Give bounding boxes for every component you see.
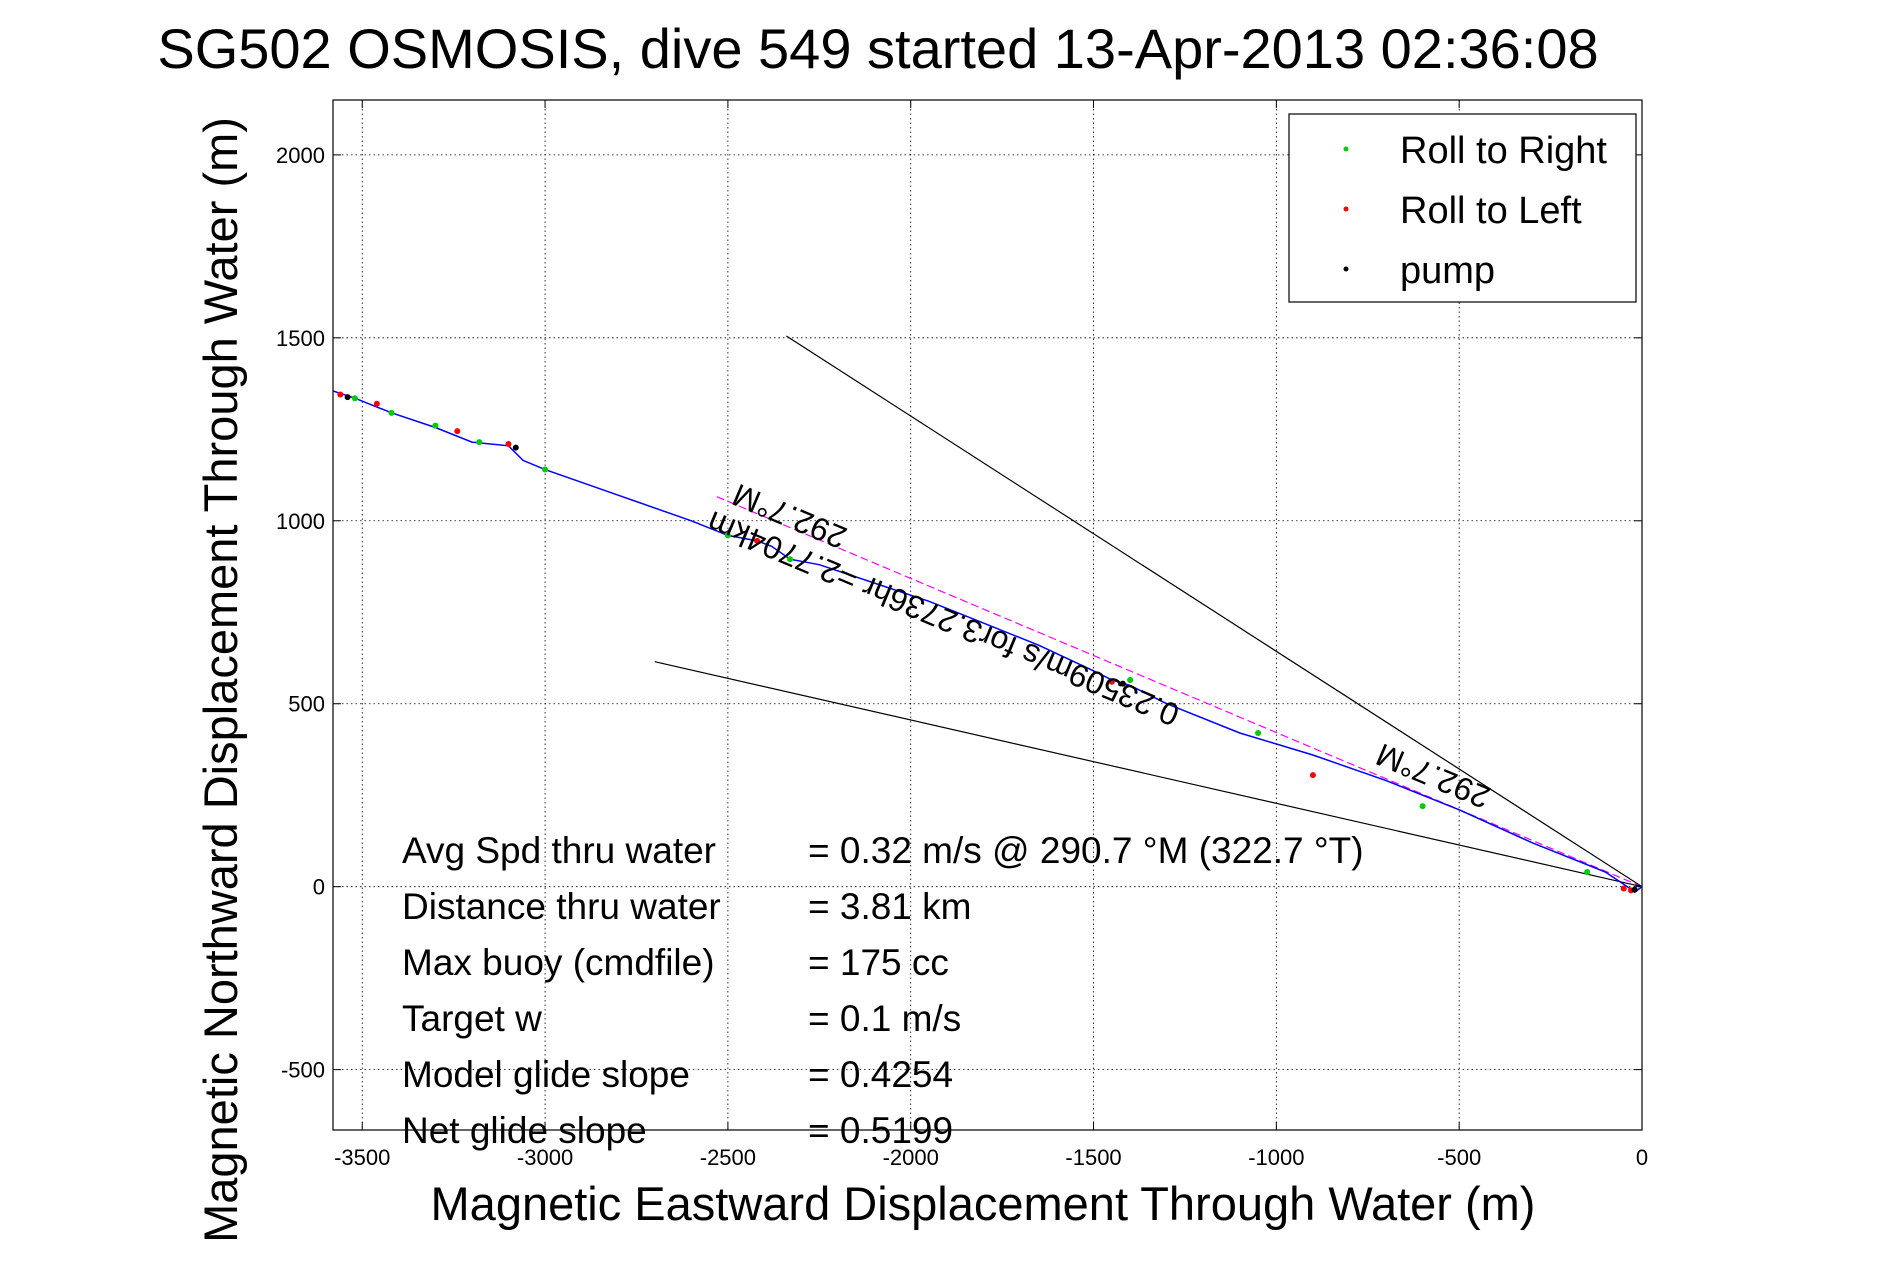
heading-bound-line (654, 661, 1642, 888)
marker-roll-to-right (787, 556, 794, 563)
y-tick-label: 1000 (276, 509, 325, 534)
stat-value: = 0.1 m/s (808, 998, 961, 1039)
x-tick-label: -3000 (517, 1145, 573, 1170)
stat-value: = 0.4254 (808, 1054, 953, 1095)
x-tick-label: -1500 (1065, 1145, 1121, 1170)
x-tick-label: -1000 (1248, 1145, 1304, 1170)
y-tick-label: 2000 (276, 143, 325, 168)
marker-roll-to-right (1255, 730, 1262, 737)
legend: Roll to Right Roll to Left pump (1288, 113, 1637, 303)
chart-title: SG502 OSMOSIS, dive 549 started 13-Apr-2… (157, 17, 1598, 80)
marker-roll-to-left (454, 428, 461, 435)
marker-roll-to-right (1127, 676, 1134, 683)
marker-roll-to-right (1419, 803, 1426, 810)
legend-label: Roll to Right (1400, 130, 1607, 172)
marker-roll-to-right (542, 466, 549, 473)
heading-bound-line (786, 335, 1642, 888)
roll-markers (337, 391, 1638, 894)
axis-ticks: -3500 -3000 -2500 -2000 -1500 -1000 -500 0 -500 0… (276, 100, 1648, 1170)
stat-value: = 3.81 km (808, 886, 972, 927)
track-polyline (333, 390, 1642, 894)
marker-pump (344, 394, 351, 401)
legend-marker (1343, 146, 1349, 152)
y-tick-label: 1500 (276, 326, 325, 351)
chart-annotations: 292.7°M0.23509m/s for3.2736hr =2.7704km2… (702, 477, 1495, 816)
legend-marker (1343, 206, 1349, 212)
marker-roll-to-left (1309, 772, 1316, 779)
x-tick-label: -2000 (883, 1145, 939, 1170)
marker-roll-to-right (351, 395, 358, 402)
track-line (333, 390, 1642, 894)
x-tick-label: -2500 (700, 1145, 756, 1170)
marker-roll-to-left (754, 537, 761, 544)
heading-annotation: 292.7°M (1371, 736, 1495, 815)
x-tick-label: -500 (1437, 1145, 1481, 1170)
stat-value: = 175 cc (808, 942, 949, 983)
marker-roll-to-right (432, 422, 439, 429)
y-tick-label: -500 (281, 1058, 325, 1083)
marker-roll-to-right (476, 439, 483, 446)
stat-label: Avg Spd thru water (402, 830, 716, 871)
marker-roll-to-left (373, 400, 380, 407)
marker-pump (1119, 680, 1126, 687)
heading-annotation: 0.23509m/s for3.2736hr =2.7704km (702, 504, 1184, 733)
plot-frame (332, 99, 1643, 1131)
stat-value: = 0.32 m/s @ 290.7 °M (322.7 °T) (808, 830, 1364, 871)
x-axis-label: Magnetic Eastward Displacement Through W… (431, 1177, 1536, 1230)
marker-roll-to-left (1620, 885, 1627, 892)
stat-label: Max buoy (cmdfile) (402, 942, 715, 983)
legend-marker (1343, 266, 1349, 272)
stat-label: Distance thru water (402, 886, 721, 927)
mean-heading-line (713, 494, 1642, 888)
marker-roll-to-left (337, 391, 344, 398)
marker-roll-to-right (724, 532, 731, 539)
stats-block: Avg Spd thru water = 0.32 m/s @ 290.7 °M … (402, 830, 1364, 1151)
stat-label: Net glide slope (402, 1110, 647, 1151)
marker-roll-to-left (1108, 678, 1115, 685)
marker-roll-to-right (1584, 869, 1591, 876)
stat-label: Model glide slope (402, 1054, 690, 1095)
stat-value: = 0.5199 (808, 1110, 953, 1151)
reference-lines (654, 335, 1642, 888)
plot-area (333, 335, 1642, 894)
legend-label: Roll to Left (1400, 190, 1582, 232)
marker-roll-to-left (505, 440, 512, 447)
y-tick-label: 0 (313, 875, 325, 900)
x-tick-label: 0 (1636, 1145, 1648, 1170)
y-tick-label: 500 (288, 692, 325, 717)
marker-pump (1631, 886, 1638, 893)
x-tick-label: -3500 (334, 1145, 390, 1170)
marker-pump (512, 444, 519, 451)
marker-roll-to-right (388, 409, 395, 416)
y-axis-label: Magnetic Northward Displacement Through … (194, 117, 247, 1243)
legend-label: pump (1400, 250, 1495, 292)
stat-label: Target w (402, 998, 542, 1039)
